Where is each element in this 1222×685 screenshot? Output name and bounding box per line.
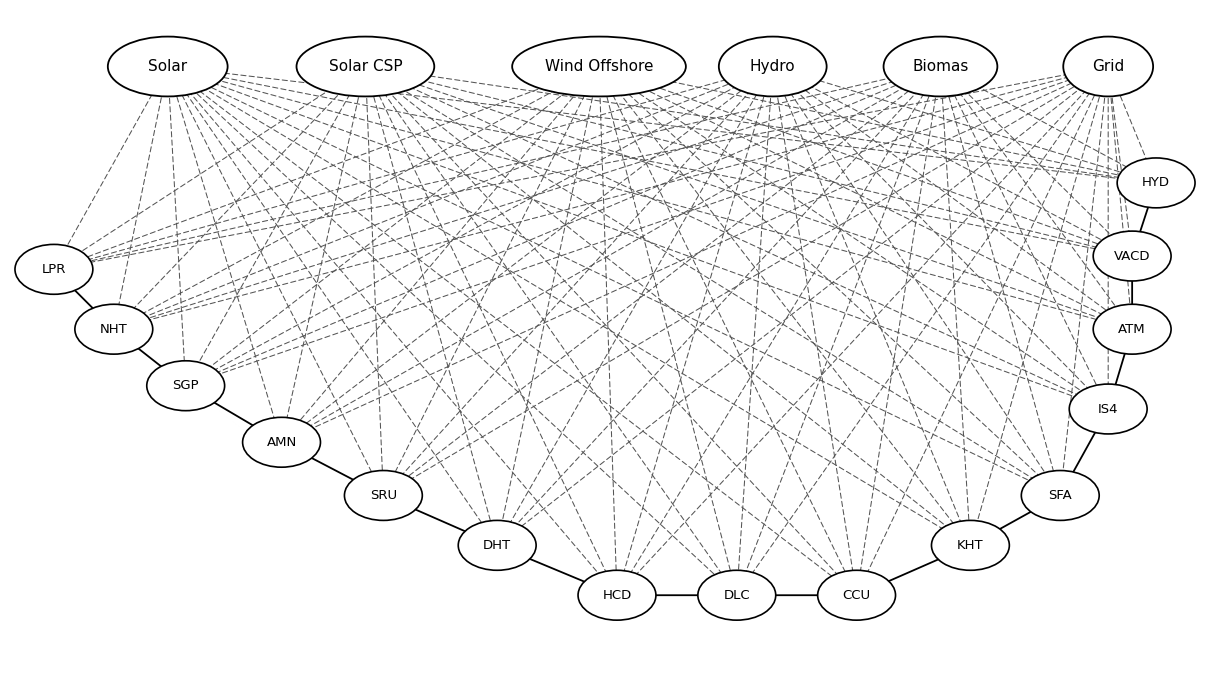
Text: SFA: SFA: [1048, 489, 1072, 502]
Ellipse shape: [297, 36, 434, 97]
Text: VACD: VACD: [1114, 249, 1150, 262]
Ellipse shape: [108, 36, 227, 97]
Text: ATM: ATM: [1118, 323, 1146, 336]
Text: DHT: DHT: [483, 539, 511, 552]
Ellipse shape: [818, 571, 896, 620]
Ellipse shape: [512, 36, 686, 97]
Text: Wind Offshore: Wind Offshore: [545, 59, 654, 74]
Text: IS4: IS4: [1097, 403, 1118, 416]
Ellipse shape: [1094, 231, 1171, 281]
Text: AMN: AMN: [266, 436, 297, 449]
Ellipse shape: [458, 521, 536, 571]
Text: KHT: KHT: [957, 539, 984, 552]
Text: SRU: SRU: [370, 489, 397, 502]
Ellipse shape: [15, 245, 93, 295]
Ellipse shape: [147, 361, 225, 411]
Text: NHT: NHT: [100, 323, 127, 336]
Ellipse shape: [698, 571, 776, 620]
Text: Grid: Grid: [1092, 59, 1124, 74]
Ellipse shape: [1063, 36, 1154, 97]
Text: CCU: CCU: [842, 588, 870, 601]
Text: Solar CSP: Solar CSP: [329, 59, 402, 74]
Ellipse shape: [1117, 158, 1195, 208]
Text: Hydro: Hydro: [750, 59, 796, 74]
Ellipse shape: [578, 571, 656, 620]
Text: SGP: SGP: [172, 379, 199, 393]
Text: Biomas: Biomas: [913, 59, 969, 74]
Ellipse shape: [1094, 304, 1171, 354]
Ellipse shape: [243, 417, 320, 467]
Ellipse shape: [1022, 471, 1100, 521]
Ellipse shape: [75, 304, 153, 354]
Ellipse shape: [1069, 384, 1147, 434]
Text: DLC: DLC: [723, 588, 750, 601]
Text: Solar: Solar: [148, 59, 187, 74]
Ellipse shape: [345, 471, 423, 521]
Text: HYD: HYD: [1143, 177, 1171, 189]
Ellipse shape: [719, 36, 826, 97]
Text: HCD: HCD: [602, 588, 632, 601]
Text: LPR: LPR: [42, 263, 66, 276]
Ellipse shape: [931, 521, 1009, 571]
Ellipse shape: [884, 36, 997, 97]
